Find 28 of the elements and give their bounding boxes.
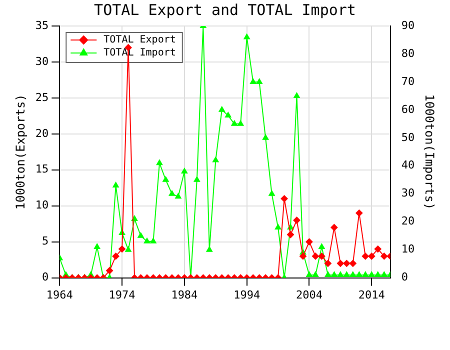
y2-tick-label: 80 — [401, 46, 415, 60]
y2-tick-label: 0 — [401, 270, 408, 284]
y-tick-label: 30 — [35, 54, 49, 68]
x-tick-label: 1974 — [108, 288, 136, 302]
y2-tick-label: 30 — [401, 186, 415, 200]
legend-label: TOTAL Export — [104, 34, 176, 46]
y-tick-label: 35 — [35, 18, 49, 32]
x-tick-label: 1984 — [171, 288, 198, 302]
y2-tick-label: 60 — [401, 102, 415, 116]
y2-tick-label: 90 — [401, 18, 415, 32]
y2-tick-label: 50 — [401, 130, 415, 144]
x-tick-label: 2004 — [296, 288, 323, 302]
chart-title: TOTAL Export and TOTAL Import — [94, 0, 356, 19]
x-tick-label: 1964 — [46, 288, 74, 302]
x-tick-label: 1994 — [234, 288, 260, 302]
y2-tick-label: 70 — [401, 74, 415, 88]
y-tick-label: 0 — [42, 270, 49, 284]
y-tick-label: 10 — [35, 198, 49, 212]
x-tick-label: 2014 — [358, 288, 386, 302]
y-axis-title: 1000ton(Exports) — [13, 94, 28, 210]
y2-axis-title: 1000ton(Imports) — [422, 94, 437, 210]
y-tick-label: 20 — [35, 126, 49, 140]
y-tick-label: 5 — [42, 234, 49, 248]
y-tick-label: 25 — [35, 90, 49, 104]
y2-tick-label: 40 — [401, 158, 415, 172]
y2-tick-label: 10 — [401, 242, 415, 256]
y2-tick-label: 20 — [401, 214, 415, 228]
y-tick-label: 15 — [35, 162, 49, 176]
